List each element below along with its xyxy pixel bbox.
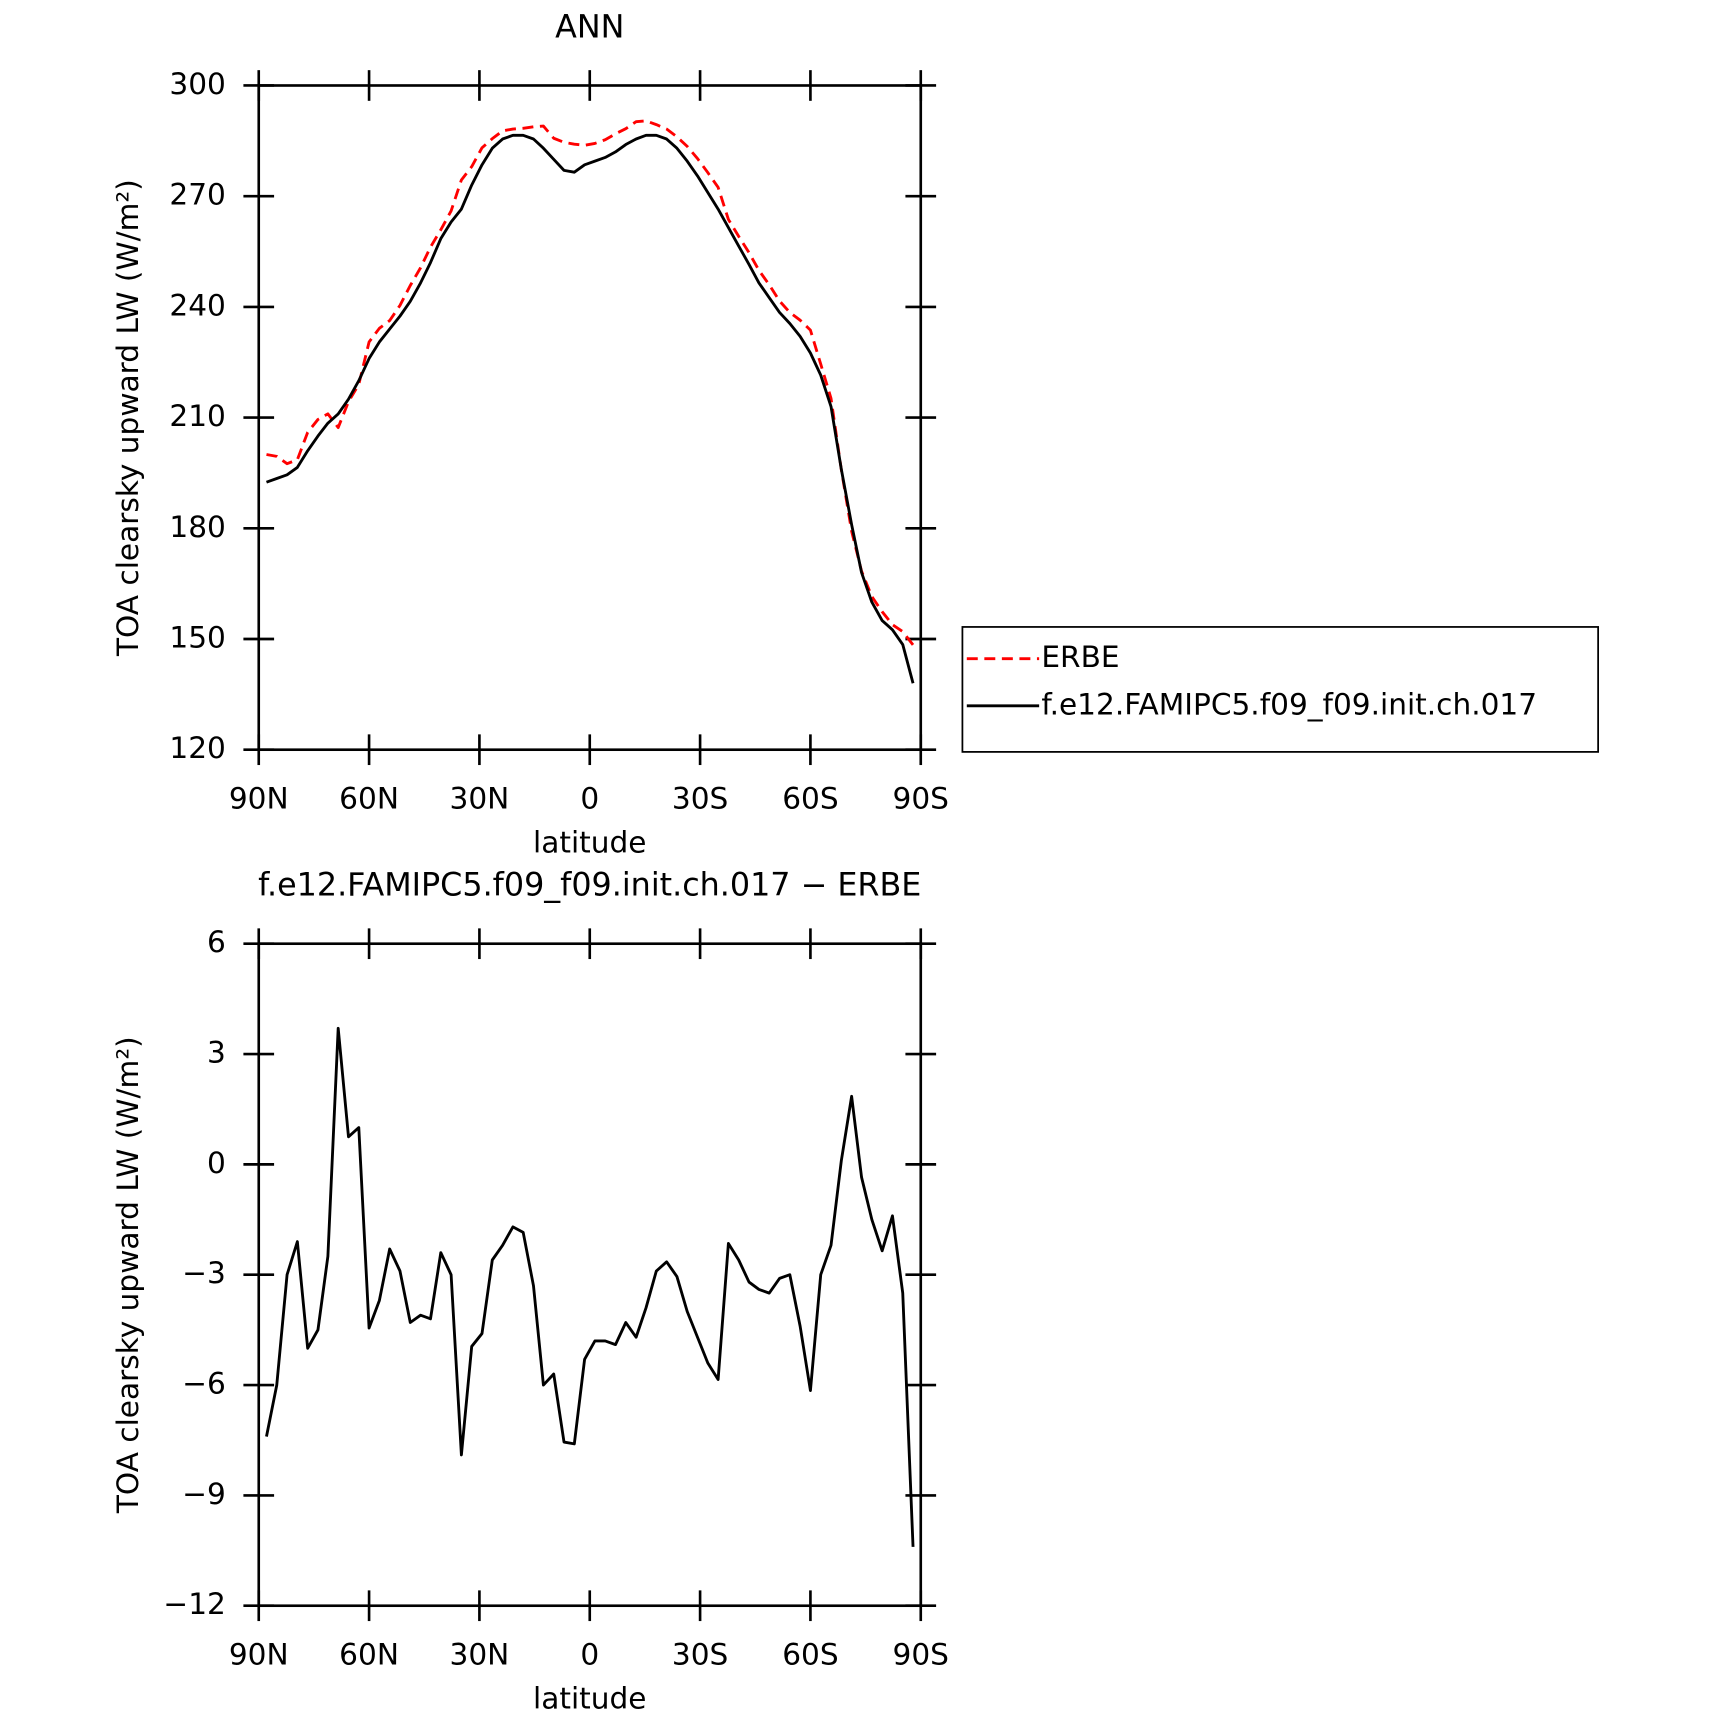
x-tick-label: 90N — [229, 782, 289, 816]
y-tick-label: −9 — [182, 1477, 226, 1511]
y-tick-label: 3 — [207, 1036, 226, 1070]
y-tick-label: 300 — [169, 67, 225, 101]
x-tick-label: 0 — [580, 782, 599, 816]
x-tick-label: 60N — [339, 1638, 399, 1672]
y-tick-label: 180 — [169, 510, 225, 544]
chart-title: ANN — [555, 9, 624, 45]
x-tick-label: 90S — [893, 1638, 949, 1672]
data-line — [266, 119, 915, 646]
x-tick-label: 30N — [450, 1638, 510, 1672]
legend-box — [961, 626, 1600, 753]
chart-title: f.e12.FAMIPC5.f09_f09.init.ch.017 − ERBE — [258, 868, 921, 904]
y-tick-label: 6 — [207, 925, 226, 959]
x-tick-label: 0 — [580, 1638, 599, 1672]
y-axis-label: TOA clearsky upward LW (W/m²) — [111, 1036, 145, 1514]
y-tick-label: 210 — [169, 399, 225, 433]
y-tick-label: −6 — [182, 1367, 226, 1401]
y-tick-label: 120 — [169, 731, 225, 765]
x-tick-label: 90N — [229, 1638, 289, 1672]
y-tick-label: 150 — [169, 621, 225, 655]
y-tick-label: 0 — [207, 1146, 226, 1180]
x-tick-label: 60N — [339, 782, 399, 816]
y-tick-label: 270 — [169, 178, 225, 212]
legend-label: f.e12.FAMIPC5.f09_f09.init.ch.017 — [1041, 687, 1537, 721]
x-axis-label: latitude — [533, 825, 646, 859]
y-tick-label: −12 — [163, 1587, 225, 1621]
plot-frame — [257, 84, 923, 752]
x-tick-label: 30S — [672, 1638, 728, 1672]
x-tick-label: 90S — [893, 782, 949, 816]
data-line — [265, 133, 915, 684]
x-tick-label: 30N — [450, 782, 510, 816]
x-axis-label: latitude — [533, 1681, 646, 1715]
data-line — [265, 1026, 915, 1547]
x-tick-label: 60S — [782, 1638, 838, 1672]
y-tick-label: 240 — [169, 288, 225, 322]
y-tick-label: −3 — [182, 1256, 226, 1290]
x-tick-label: 30S — [672, 782, 728, 816]
legend-label: ERBE — [1041, 640, 1119, 674]
y-axis-label: TOA clearsky upward LW (W/m²) — [111, 179, 145, 657]
x-tick-label: 60S — [782, 782, 838, 816]
